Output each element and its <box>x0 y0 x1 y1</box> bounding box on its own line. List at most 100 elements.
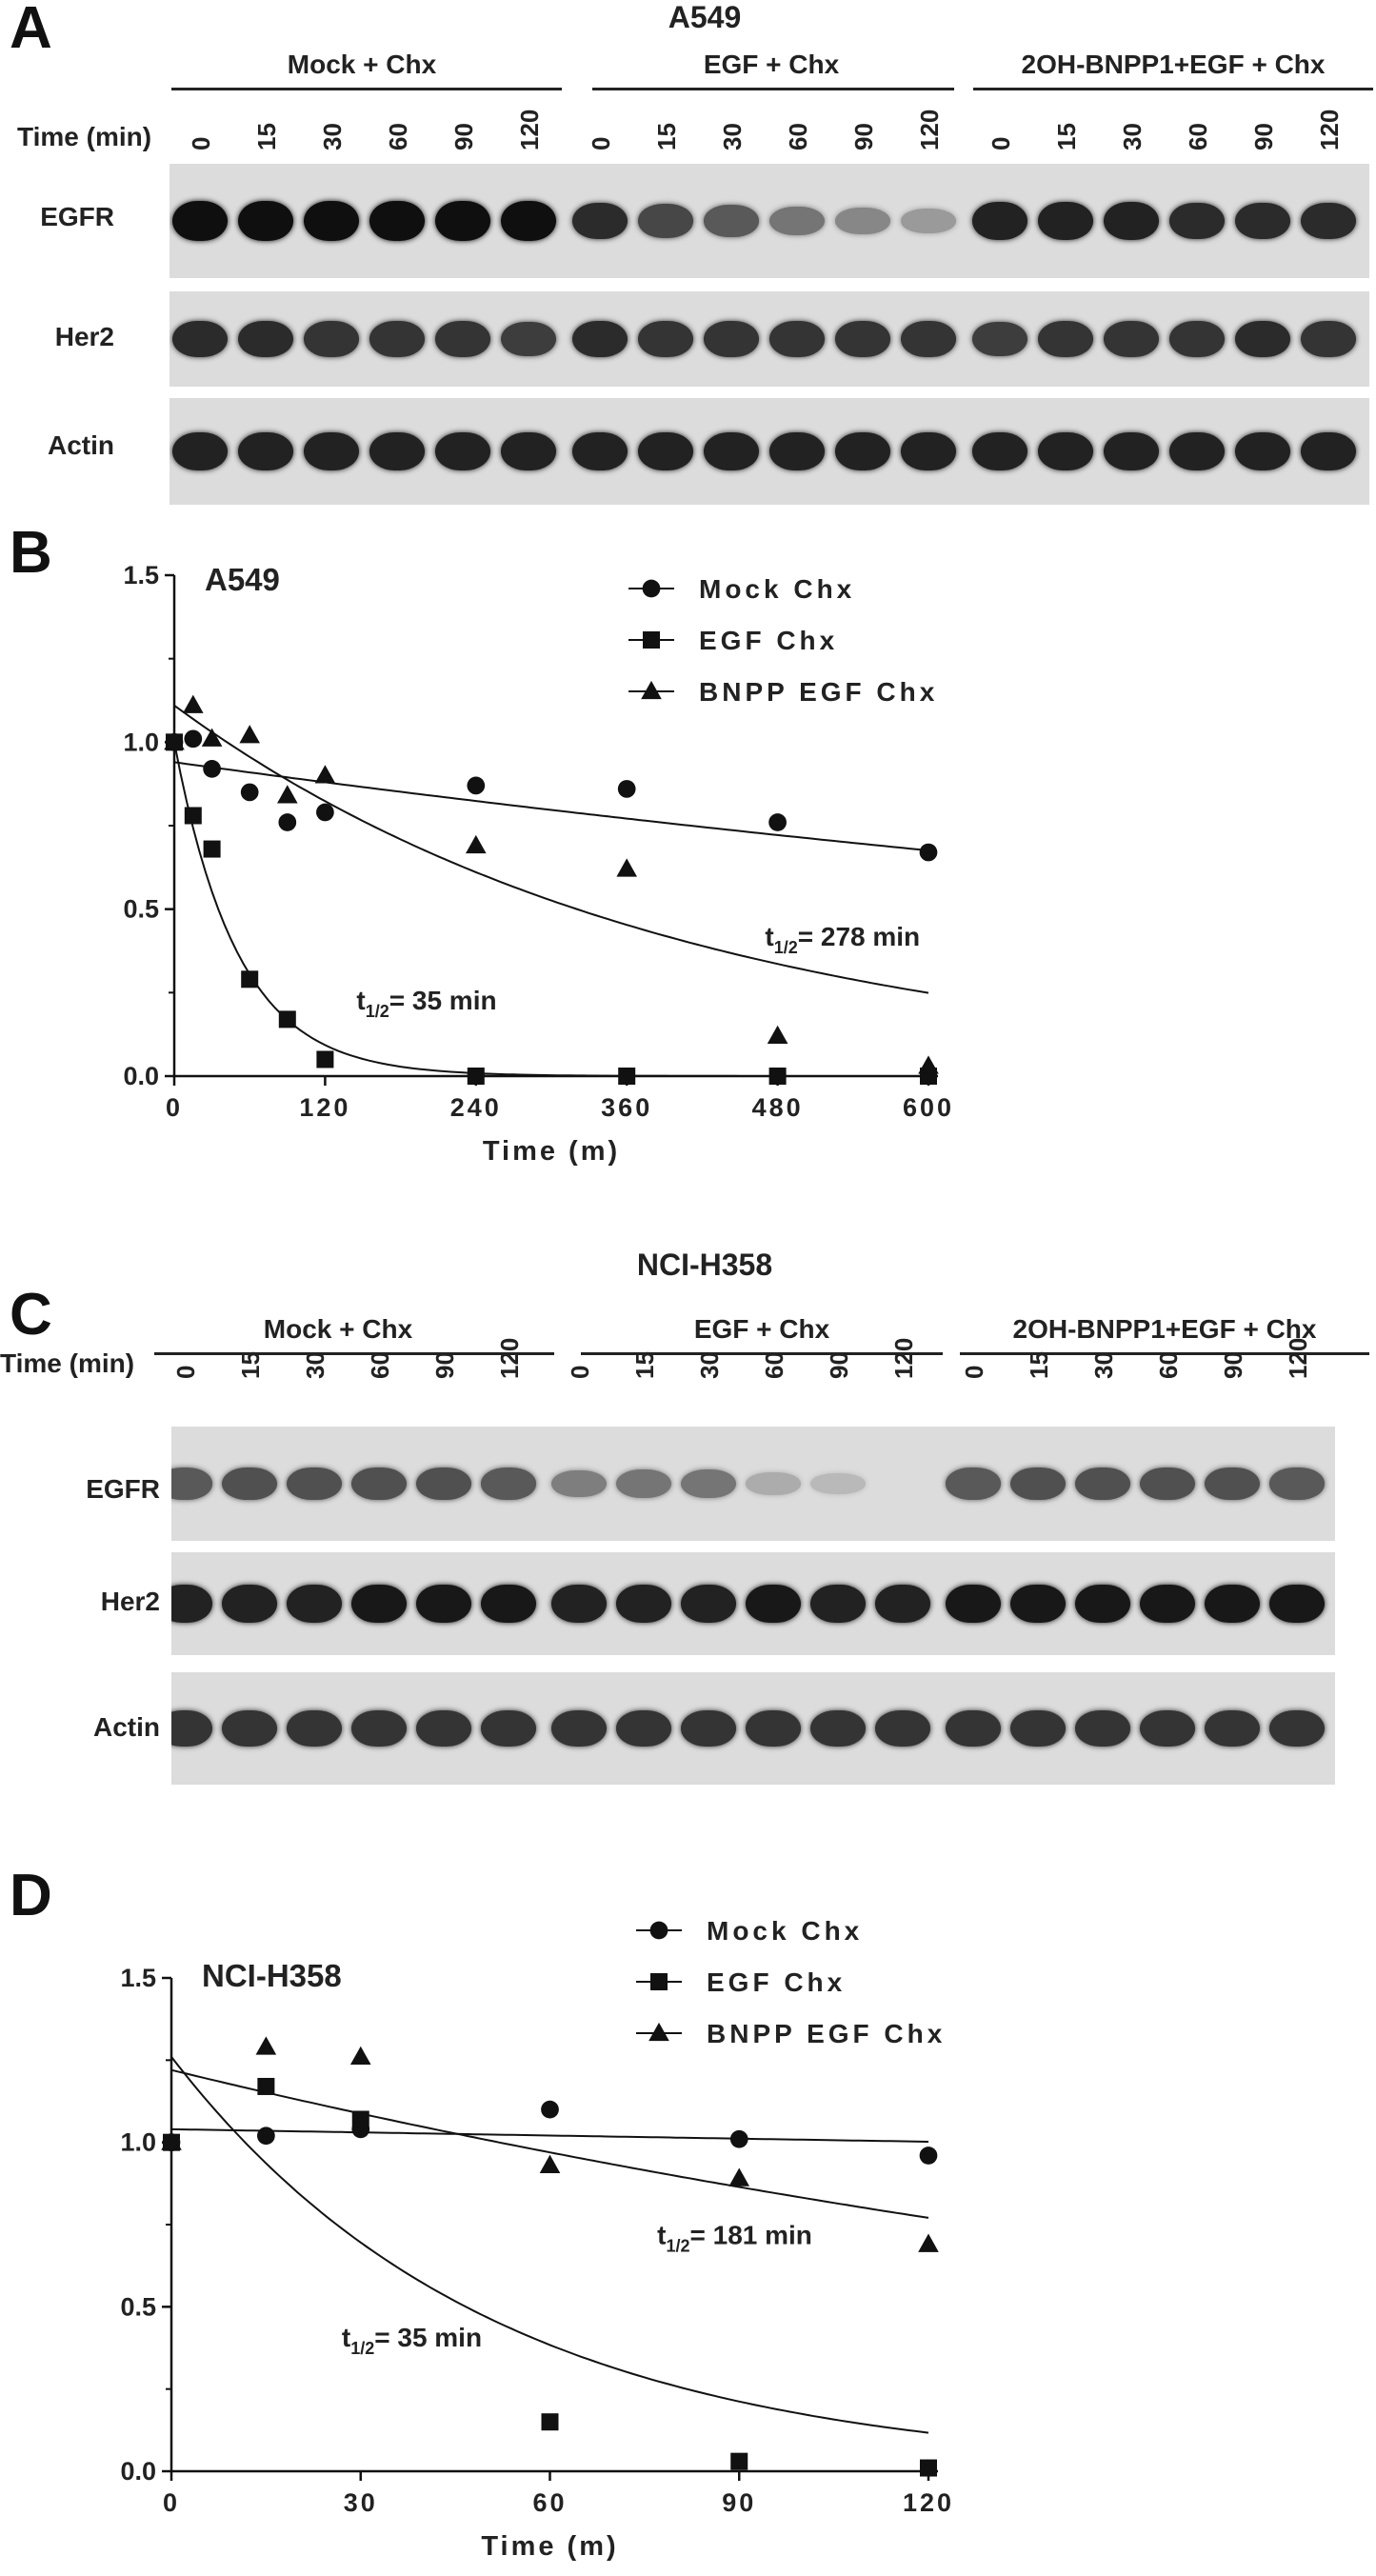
data-point-square <box>643 631 660 649</box>
blot-band <box>1104 321 1159 357</box>
data-point-triangle <box>183 694 204 713</box>
data-point-triangle <box>641 680 662 700</box>
y-tick-label: 1.0 <box>120 2128 156 2157</box>
blot-band <box>481 1468 536 1500</box>
blot-label-actin-c: Actin <box>93 1712 160 1742</box>
blot-band <box>1010 1467 1066 1501</box>
fit-curve <box>173 761 929 851</box>
data-point-circle <box>257 2127 275 2146</box>
data-point-triangle <box>314 765 336 784</box>
time-label-a: Time (min) <box>17 122 152 151</box>
blot-band <box>171 1468 212 1500</box>
blot-band <box>351 1584 407 1624</box>
data-point-triangle <box>277 785 298 804</box>
blot-band <box>769 432 825 470</box>
blot-band <box>1235 432 1290 470</box>
data-point-square <box>920 2459 937 2477</box>
lane-time-label: 60 <box>760 1351 788 1379</box>
lane-time-label: 30 <box>318 123 347 150</box>
group-line-egf-c <box>581 1352 943 1355</box>
blot-band <box>416 1467 471 1501</box>
data-point-circle <box>768 813 787 831</box>
data-point-triangle <box>349 2046 371 2065</box>
data-point-square <box>241 970 259 988</box>
lane-time-label: 60 <box>1154 1351 1183 1379</box>
x-axis-label: Time (m) <box>483 1136 620 1167</box>
blot-band <box>1269 1710 1325 1747</box>
blot-band <box>481 1584 536 1624</box>
panel-letter-a: A <box>10 0 52 61</box>
blot-band <box>369 432 425 470</box>
group-line-bnpp <box>973 88 1373 90</box>
lane-time-label: 30 <box>301 1351 329 1379</box>
blot-band <box>238 432 293 470</box>
data-point-triangle <box>648 2022 669 2042</box>
x-tick-label: 90 <box>722 2488 756 2517</box>
blot-band <box>369 321 425 357</box>
blot-band <box>238 201 293 241</box>
blot-band <box>946 1584 1001 1624</box>
lane-time-label: 90 <box>449 123 478 150</box>
blot-band <box>616 1710 671 1747</box>
actin-blot-a <box>170 398 1369 505</box>
fit-curve <box>170 2127 929 2143</box>
blot-band <box>875 1710 930 1747</box>
half-life-annotation: t1/2= 35 min <box>356 986 496 1021</box>
blot-band <box>369 201 425 241</box>
blot-band <box>746 1584 801 1624</box>
data-point-circle <box>729 2129 748 2148</box>
half-life-annotation: t1/2= 278 min <box>765 922 920 957</box>
half-life-annotation: t1/2= 181 min <box>657 2221 812 2256</box>
data-point-square <box>203 840 221 858</box>
blot-band <box>416 1584 471 1624</box>
lane-time-label: 120 <box>515 109 544 150</box>
her2-blot-c <box>171 1552 1335 1655</box>
data-point-circle <box>240 783 259 802</box>
blot-band <box>835 321 890 357</box>
lane-time-label: 90 <box>849 123 878 150</box>
lane-time-label: 30 <box>718 123 747 150</box>
blot-band <box>351 1710 407 1747</box>
lane-time-label: 60 <box>384 123 412 150</box>
blot-band <box>1269 1468 1325 1500</box>
x-tick-label: 120 <box>903 2488 954 2517</box>
blot-band <box>901 209 956 233</box>
blot-label-egfr-a: EGFR <box>40 202 114 231</box>
y-tick-label: 1.5 <box>120 1964 156 1992</box>
blot-band <box>746 1472 801 1495</box>
blot-band <box>481 1710 536 1747</box>
lane-time-label: 90 <box>1249 123 1278 150</box>
data-point-square <box>768 1068 787 1085</box>
blot-band <box>304 321 359 357</box>
data-point-square <box>316 1050 334 1068</box>
x-tick-label: 120 <box>299 1093 350 1122</box>
group-label-egf: EGF + Chx <box>703 50 840 79</box>
data-point-square <box>730 2452 748 2470</box>
blot-band <box>572 202 628 240</box>
blot-band <box>681 1469 736 1498</box>
blot-band <box>172 201 228 241</box>
data-point-triangle <box>918 2233 939 2252</box>
actin-blot-c <box>171 1672 1335 1785</box>
y-tick-label: 1.0 <box>123 728 159 756</box>
blot-band <box>287 1467 342 1501</box>
group-line-mock <box>171 88 562 90</box>
blot-band <box>972 321 1027 357</box>
lane-time-label: 120 <box>1315 109 1344 150</box>
legend-label: Mock Chx <box>699 574 855 604</box>
data-point-square <box>351 2110 369 2128</box>
blot-band <box>901 321 956 357</box>
data-point-square <box>467 1068 485 1085</box>
blot-band <box>1010 1710 1066 1747</box>
blot-band <box>616 1585 671 1623</box>
blot-band <box>638 321 693 357</box>
blot-band <box>501 432 556 470</box>
x-tick-label: 480 <box>752 1093 804 1122</box>
data-point-triangle <box>728 2167 750 2187</box>
blot-band <box>1104 202 1159 240</box>
blot-band <box>638 204 693 238</box>
data-point-square <box>650 1973 668 1990</box>
blot-band <box>501 321 556 357</box>
lane-time-label: 60 <box>784 123 812 150</box>
panel-letter-c: C <box>10 1282 52 1348</box>
